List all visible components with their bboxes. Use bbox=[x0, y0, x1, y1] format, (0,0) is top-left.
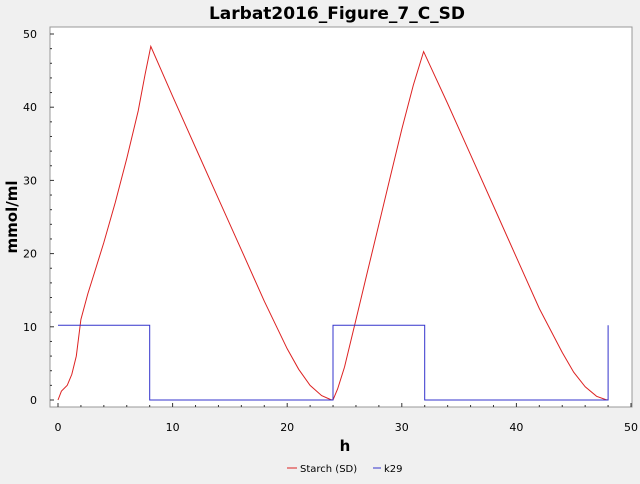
x-tick-label: 10 bbox=[166, 421, 180, 434]
y-tick-label: 20 bbox=[23, 248, 37, 261]
series-line-starch bbox=[57, 44, 609, 401]
legend: Starch (SD) k29 bbox=[287, 464, 403, 475]
y-tick-label: 0 bbox=[30, 394, 37, 407]
y-tick-label: 10 bbox=[23, 321, 37, 334]
y-axis-label: mmol/ml bbox=[3, 181, 21, 254]
series-line-k29 bbox=[58, 324, 609, 401]
x-tick-label: 40 bbox=[509, 421, 523, 434]
legend-label-starch: Starch (SD) bbox=[300, 464, 357, 475]
y-tick-label: 30 bbox=[23, 174, 37, 187]
x-axis: 0 10 20 30 40 50 bbox=[55, 403, 638, 434]
x-tick-label: 0 bbox=[55, 421, 62, 434]
y-tick-label: 40 bbox=[23, 101, 37, 114]
x-tick-label: 50 bbox=[624, 421, 638, 434]
x-axis-label: h bbox=[340, 437, 351, 455]
series-layer bbox=[57, 44, 609, 401]
legend-label-k29: k29 bbox=[384, 464, 403, 475]
y-tick-label: 50 bbox=[23, 28, 37, 41]
x-tick-label: 20 bbox=[280, 421, 294, 434]
chart-title: Larbat2016_Figure_7_C_SD bbox=[209, 4, 465, 24]
plot-area bbox=[49, 26, 633, 408]
y-axis: 0 10 20 30 40 50 bbox=[23, 28, 54, 407]
x-tick-label: 30 bbox=[395, 421, 409, 434]
